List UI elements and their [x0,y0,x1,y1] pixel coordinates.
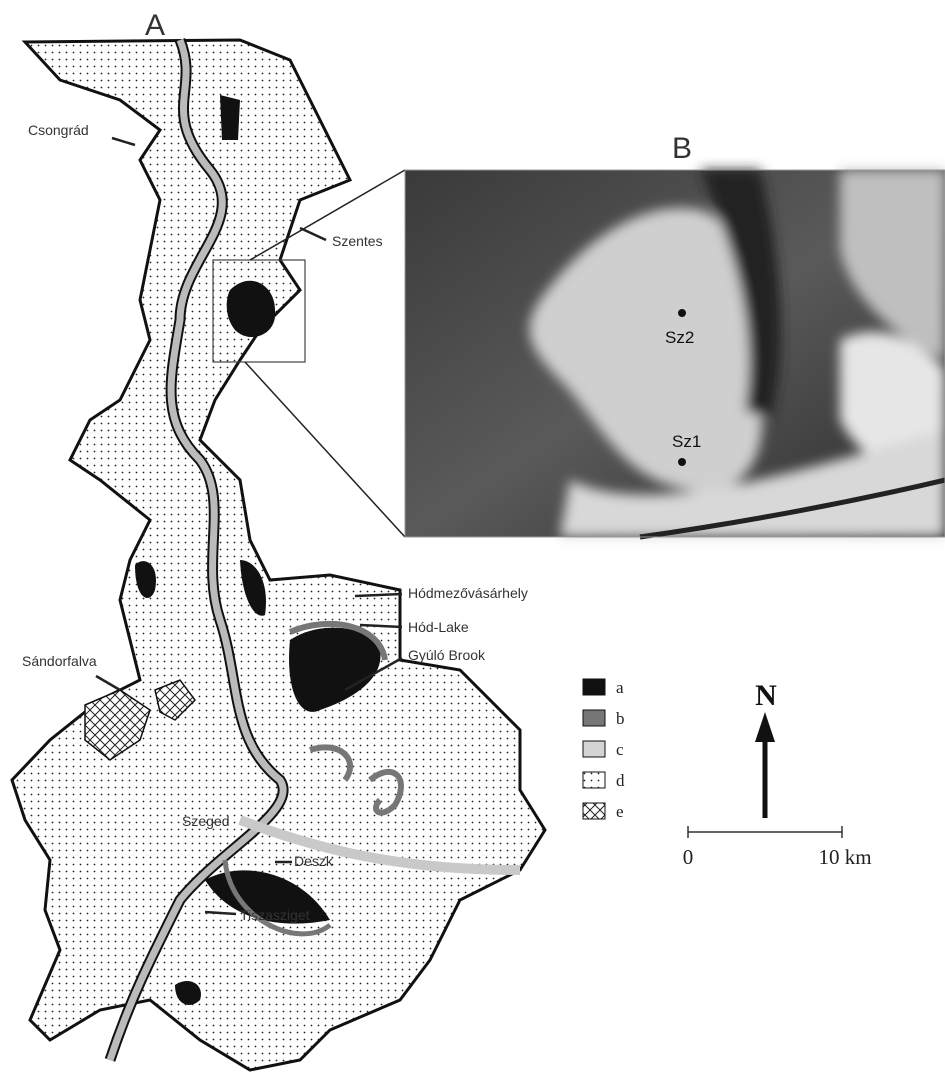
legend-swatch [583,772,605,788]
inset-connector [245,362,405,537]
scale-bar: 0 10 km [683,826,872,869]
legend-label: e [616,802,624,821]
north-label: N [755,679,777,712]
place-label: Hódmezővásárhely [408,585,528,601]
place-label: Csongrád [28,122,89,138]
legend-swatch [583,679,605,695]
place-label: Sándorfalva [22,653,97,669]
leader-line [300,228,326,240]
legend-swatch [583,741,605,757]
leader-line [112,138,135,145]
site-marker [678,458,686,466]
place-label: Szentes [332,233,383,249]
map-b: Sz2 Sz1 [405,170,945,537]
site-marker [678,309,686,317]
lake [220,95,240,140]
panel-label: A [145,9,165,42]
legend-label: c [616,740,624,759]
site-label: Sz2 [665,328,694,347]
panel-label: B [672,132,692,165]
place-label: Tiszasziget [240,907,310,923]
legend-label: a [616,678,624,697]
legend-label: b [616,709,625,728]
scale-label: 10 km [818,845,871,869]
leader-line [96,676,120,690]
place-label: Gyúló Brook [408,647,486,663]
place-label: Hód-Lake [408,619,469,635]
legend-swatch [583,803,605,819]
scale-label: 0 [683,845,694,869]
legend-label: d [616,771,625,790]
place-label: Szeged [182,813,229,829]
north-arrowhead [755,712,775,742]
legend: a b c d e [583,678,625,821]
figure: Sz2 Sz1 A B Csongrád Szentes Hódmezővásá… [0,0,945,1077]
site-label: Sz1 [672,432,701,451]
legend-swatch [583,710,605,726]
place-label: Deszk [294,853,334,869]
